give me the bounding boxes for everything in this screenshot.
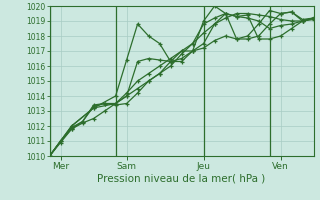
X-axis label: Pression niveau de la mer( hPa ): Pression niveau de la mer( hPa ) <box>98 173 266 183</box>
